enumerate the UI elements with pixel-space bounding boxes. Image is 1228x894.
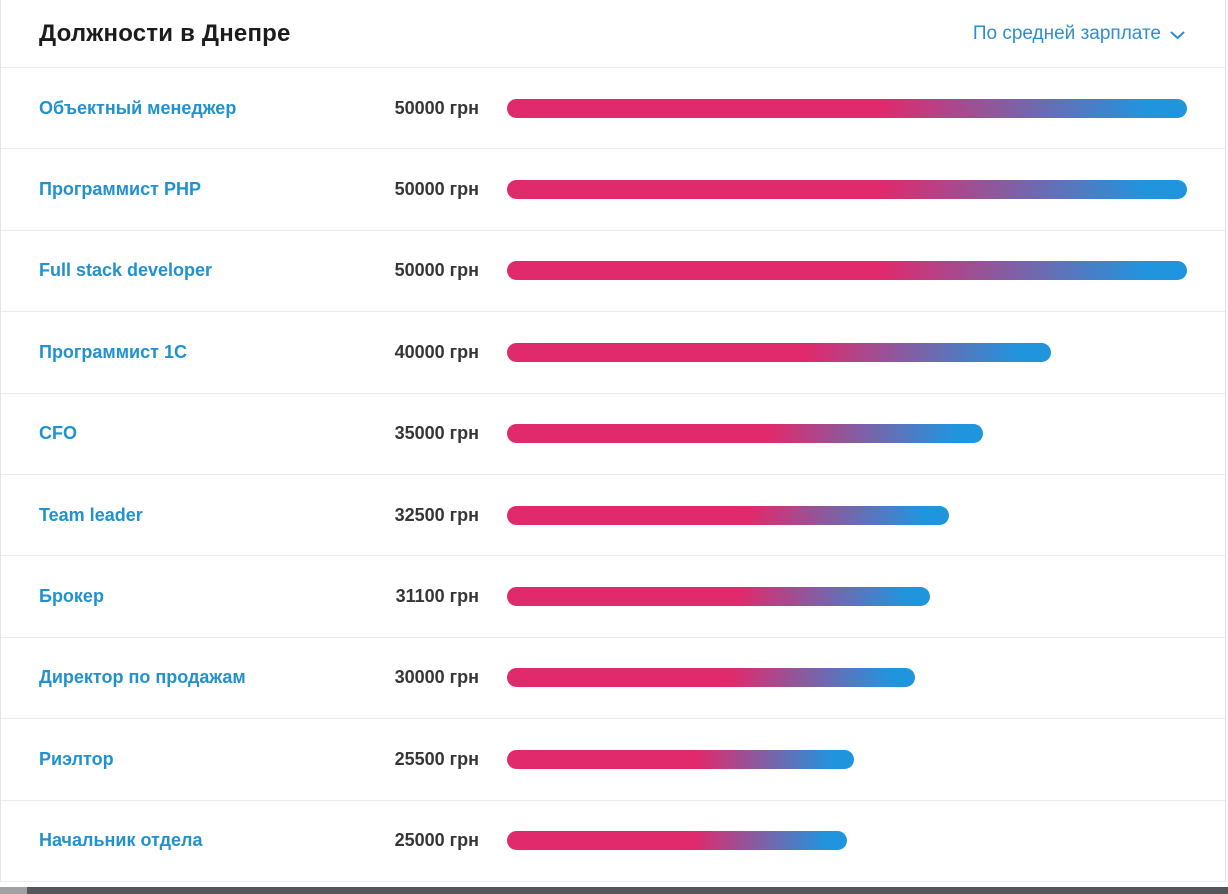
salary-value: 30000 грн [394, 667, 479, 688]
position-row: Team leader 32500 грн [1, 475, 1225, 557]
sort-dropdown-label: По средней зарплате [972, 22, 1161, 44]
salary-bar [507, 342, 1051, 362]
position-row: Риэлтор 25500 грн [1, 719, 1225, 801]
position-link[interactable]: Программист PHP [39, 179, 201, 200]
position-link[interactable]: Директор по продажам [39, 667, 246, 688]
salary-bar-track [507, 98, 1187, 118]
position-row: Начальник отдела 25000 грн [1, 801, 1225, 882]
salary-bar [507, 749, 854, 769]
salary-bar-track [507, 180, 1187, 200]
position-row: Брокер 31100 грн [1, 556, 1225, 638]
salary-bar-track [507, 261, 1187, 281]
salary-bar [507, 424, 983, 444]
position-link[interactable]: Программист 1С [39, 341, 187, 362]
page-title: Должности в Днепре [39, 19, 291, 47]
positions-list: Объектный менеджер 50000 грн Программист… [1, 68, 1225, 882]
position-row: Программист PHP 50000 грн [1, 149, 1225, 231]
position-link[interactable]: Начальник отдела [39, 830, 203, 851]
salary-bar [507, 98, 1187, 118]
position-link[interactable]: Full stack developer [39, 260, 213, 281]
salary-value: 50000 грн [394, 97, 479, 118]
salary-bar [507, 831, 847, 851]
position-link[interactable]: Брокер [39, 586, 104, 607]
position-link[interactable]: Team leader [39, 504, 143, 525]
salary-bar-track [507, 831, 1187, 851]
salary-value: 35000 грн [394, 423, 479, 444]
salary-bar [507, 668, 915, 688]
salary-bar [507, 587, 930, 607]
salary-value: 40000 грн [394, 341, 479, 362]
salary-value: 31100 грн [395, 586, 479, 607]
salary-bar [507, 180, 1187, 200]
salary-value: 32500 грн [394, 504, 479, 525]
position-link[interactable]: Риэлтор [39, 748, 114, 769]
position-row: Объектный менеджер 50000 грн [1, 68, 1225, 150]
position-link[interactable]: Объектный менеджер [39, 97, 237, 118]
position-row: Full stack developer 50000 грн [1, 231, 1225, 313]
position-link[interactable]: CFO [39, 423, 77, 444]
horizontal-scrollbar[interactable] [0, 887, 1228, 894]
salary-value: 25500 грн [394, 748, 479, 769]
salary-bar-track [507, 424, 1187, 444]
position-row: Директор по продажам 30000 грн [1, 638, 1225, 720]
salary-bar-track [507, 749, 1187, 769]
position-row: Программист 1С 40000 грн [1, 312, 1225, 394]
chevron-down-icon [1170, 31, 1185, 39]
salary-value: 50000 грн [394, 179, 479, 200]
salary-bar [507, 261, 1187, 281]
salary-bar-track [507, 505, 1187, 525]
salary-value: 25000 грн [394, 830, 479, 851]
position-row: CFO 35000 грн [1, 394, 1225, 475]
salary-bar-track [507, 587, 1187, 607]
salary-bar [507, 505, 949, 525]
salary-bar-track [507, 342, 1187, 362]
widget-header: Должности в Днепре По средней зарплате [1, 0, 1225, 68]
scrollbar-thumb[interactable] [0, 887, 27, 894]
salary-value: 50000 грн [394, 260, 479, 281]
salary-bar-track [507, 668, 1187, 688]
sort-dropdown[interactable]: По средней зарплате [973, 23, 1185, 45]
